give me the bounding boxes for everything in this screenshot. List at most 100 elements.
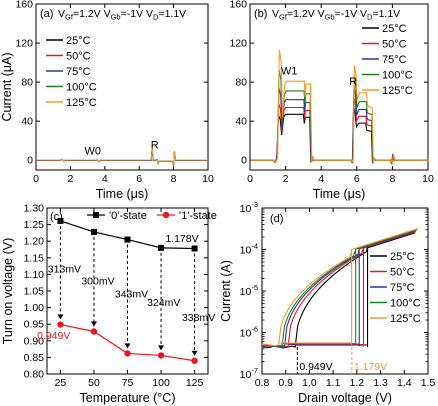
legend-entry: 100°C [382, 70, 413, 82]
region-label: R [151, 140, 159, 152]
axes-panel-0: 0 2 4 6 8 10 0 40 80 120 160 (a) VGf=1.2V VGb=-1V VD… [0, 0, 214, 201]
x-axis-title: Temperature (°C) [80, 391, 176, 405]
y-tick-label: 10-6 [240, 325, 258, 340]
x-tick-label: 10 [422, 173, 434, 185]
bias-annotation: VGf=1.2V VGb=-1V VD=1.1V [272, 8, 400, 22]
legend-entry: 25°C [382, 23, 407, 35]
panel-label: (c) [50, 211, 63, 223]
data-point [57, 217, 64, 224]
arrow-head [124, 343, 131, 349]
x-tick-label: 4 [102, 173, 108, 185]
data-annotation: 0.949V [37, 330, 70, 342]
legend-entry: 75°C [390, 282, 415, 294]
x-tick-label: 1.1 [326, 377, 341, 389]
data-annotation: 343mV [115, 289, 148, 301]
y-tick-label: 10-4 [240, 242, 258, 257]
y-tick-label: 120 [229, 38, 247, 50]
series-line [261, 229, 418, 347]
y-tick-label: 10-7 [240, 366, 258, 381]
legend-swatch [162, 211, 170, 219]
x-tick-label: 0.8 [255, 377, 270, 389]
y-tick-label: 80 [21, 77, 33, 89]
y-tick-label: 0 [241, 155, 247, 167]
data-annotation: 313mV [48, 264, 81, 276]
x-axis-title: Time (μs) [313, 187, 366, 201]
y-tick-label: 1.00 [24, 302, 45, 314]
data-point [191, 357, 198, 364]
x-tick-label: 50 [88, 377, 100, 389]
legend-entry: 75°C [382, 54, 407, 66]
x-tick-label: 0 [247, 173, 253, 185]
series-line [250, 49, 429, 165]
y-tick-label: 1.15 [24, 252, 45, 264]
x-tick-label: 0.9 [278, 377, 293, 389]
y-tick-label: 10-5 [240, 283, 258, 298]
arrow-head [158, 345, 165, 351]
y-tick-label: 0.90 [24, 335, 45, 347]
series-line [36, 148, 208, 167]
panel-label: (b) [254, 8, 267, 20]
region-label: W0 [85, 145, 102, 157]
x-tick-label: 6 [354, 173, 360, 185]
panel-label: (a) [40, 8, 53, 20]
plot-frame [35, 3, 209, 171]
y-tick-label: 160 [15, 0, 33, 11]
data-annotation: 1.179V [354, 361, 387, 373]
y-tick-label: 0.80 [24, 369, 45, 381]
data-point [90, 228, 97, 235]
series-line [261, 231, 416, 348]
legend-entry: 25°C [66, 35, 91, 47]
x-tick-label: 1.4 [397, 377, 412, 389]
series-line [36, 148, 208, 167]
y-tick-label: 80 [235, 77, 247, 89]
y-tick-label: 0 [27, 155, 33, 167]
legend-entry: 50°C [390, 267, 415, 279]
y-tick-label: 160 [229, 0, 247, 11]
legend-entry: 125°C [66, 97, 97, 109]
series-line [261, 230, 417, 348]
legend-entry: 125°C [390, 313, 421, 325]
panel-label: (d) [270, 213, 283, 225]
series-line [261, 228, 419, 347]
series-line [261, 232, 416, 349]
legend-entry: 50°C [382, 39, 407, 51]
series-line [36, 148, 208, 167]
legend-entry: 100°C [66, 82, 97, 94]
bias-annotation: VGf=1.2V VGb=-1V VD=1.1V [58, 8, 186, 22]
data-point [191, 245, 198, 252]
x-tick-label: 6 [136, 173, 142, 185]
y-axis-title: Turn on voltage (V) [1, 238, 15, 345]
data-annotation: 338mV [182, 312, 215, 324]
y-tick-label: 1.30 [24, 203, 45, 215]
legend-swatch [93, 212, 99, 218]
x-tick-label: 1.3 [373, 377, 388, 389]
x-axis-title: Drain voltage (V) [298, 391, 392, 405]
series-line [36, 148, 208, 167]
y-tick-label: 120 [15, 38, 33, 50]
data-point [124, 350, 131, 357]
x-tick-label: 1.5 [421, 377, 436, 389]
data-annotation: 324mV [147, 297, 180, 309]
y-tick-label: 1.20 [24, 236, 45, 248]
legend-entry: 50°C [66, 51, 91, 63]
axes-panel-3: 0.8 0.9 1.0 1.1 1.2 1.3 1.4 1.5 10-7 10-6 10-5 10-4… [219, 200, 435, 405]
y-tick-label: 0.85 [24, 352, 45, 364]
x-tick-label: 2 [67, 173, 73, 185]
x-tick-label: 1.0 [302, 377, 317, 389]
axes-panel-1: 0 2 4 6 8 10 0 40 80 120 160 (b) VGf=1.2V VGb=-1V VD… [229, 0, 434, 201]
y-axis-title: Current (μA) [0, 52, 14, 121]
axes-panel-2: 25 50 75 100 125 0.80 0.85 0.90 0.95 1.00 1.05 1.10… [1, 203, 217, 406]
legend-entry: '1'-state [179, 210, 217, 222]
x-tick-label: 1.2 [350, 377, 365, 389]
y-tick-label: 0.95 [24, 319, 45, 331]
arrow-head [57, 314, 64, 320]
data-point [158, 244, 165, 251]
y-tick-label: 40 [21, 116, 33, 128]
data-annotation: 1.178V [165, 233, 198, 245]
x-tick-label: 75 [122, 377, 134, 389]
series-line [36, 148, 208, 167]
data-annotation: 300mV [81, 275, 114, 287]
x-tick-label: 2 [283, 173, 289, 185]
legend-entry: 25°C [390, 251, 415, 263]
